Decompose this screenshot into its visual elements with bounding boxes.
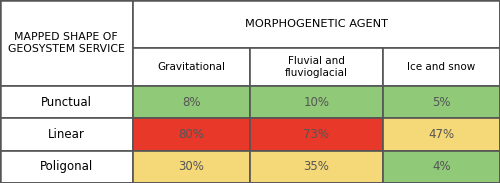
Text: 73%: 73% xyxy=(304,128,330,141)
Text: MORPHOGENETIC AGENT: MORPHOGENETIC AGENT xyxy=(245,19,388,29)
Bar xyxy=(250,86,382,118)
Text: 10%: 10% xyxy=(304,96,330,109)
Bar xyxy=(0,118,132,151)
Text: 35%: 35% xyxy=(304,160,329,173)
Bar xyxy=(132,48,250,86)
Bar xyxy=(132,118,250,151)
Bar xyxy=(132,151,250,183)
Bar xyxy=(250,118,382,151)
Text: Ice and snow: Ice and snow xyxy=(407,62,476,72)
Bar xyxy=(0,86,132,118)
Text: 47%: 47% xyxy=(428,128,454,141)
Text: Linear: Linear xyxy=(48,128,84,141)
Bar xyxy=(250,151,382,183)
Bar xyxy=(0,151,132,183)
Bar xyxy=(132,0,500,48)
Bar xyxy=(132,86,250,118)
Bar xyxy=(0,0,132,86)
Bar xyxy=(382,86,500,118)
Text: 80%: 80% xyxy=(178,128,204,141)
Bar xyxy=(382,151,500,183)
Text: Poligonal: Poligonal xyxy=(40,160,93,173)
Text: 5%: 5% xyxy=(432,96,450,109)
Text: MAPPED SHAPE OF
GEOSYSTEM SERVICE: MAPPED SHAPE OF GEOSYSTEM SERVICE xyxy=(8,32,124,54)
Text: Punctual: Punctual xyxy=(41,96,92,109)
Text: 4%: 4% xyxy=(432,160,450,173)
Text: 30%: 30% xyxy=(178,160,204,173)
Bar xyxy=(382,118,500,151)
Text: 8%: 8% xyxy=(182,96,201,109)
Bar xyxy=(382,48,500,86)
Text: Gravitational: Gravitational xyxy=(157,62,225,72)
Bar xyxy=(250,48,382,86)
Text: Fluvial and
fluvioglacial: Fluvial and fluvioglacial xyxy=(285,56,348,78)
